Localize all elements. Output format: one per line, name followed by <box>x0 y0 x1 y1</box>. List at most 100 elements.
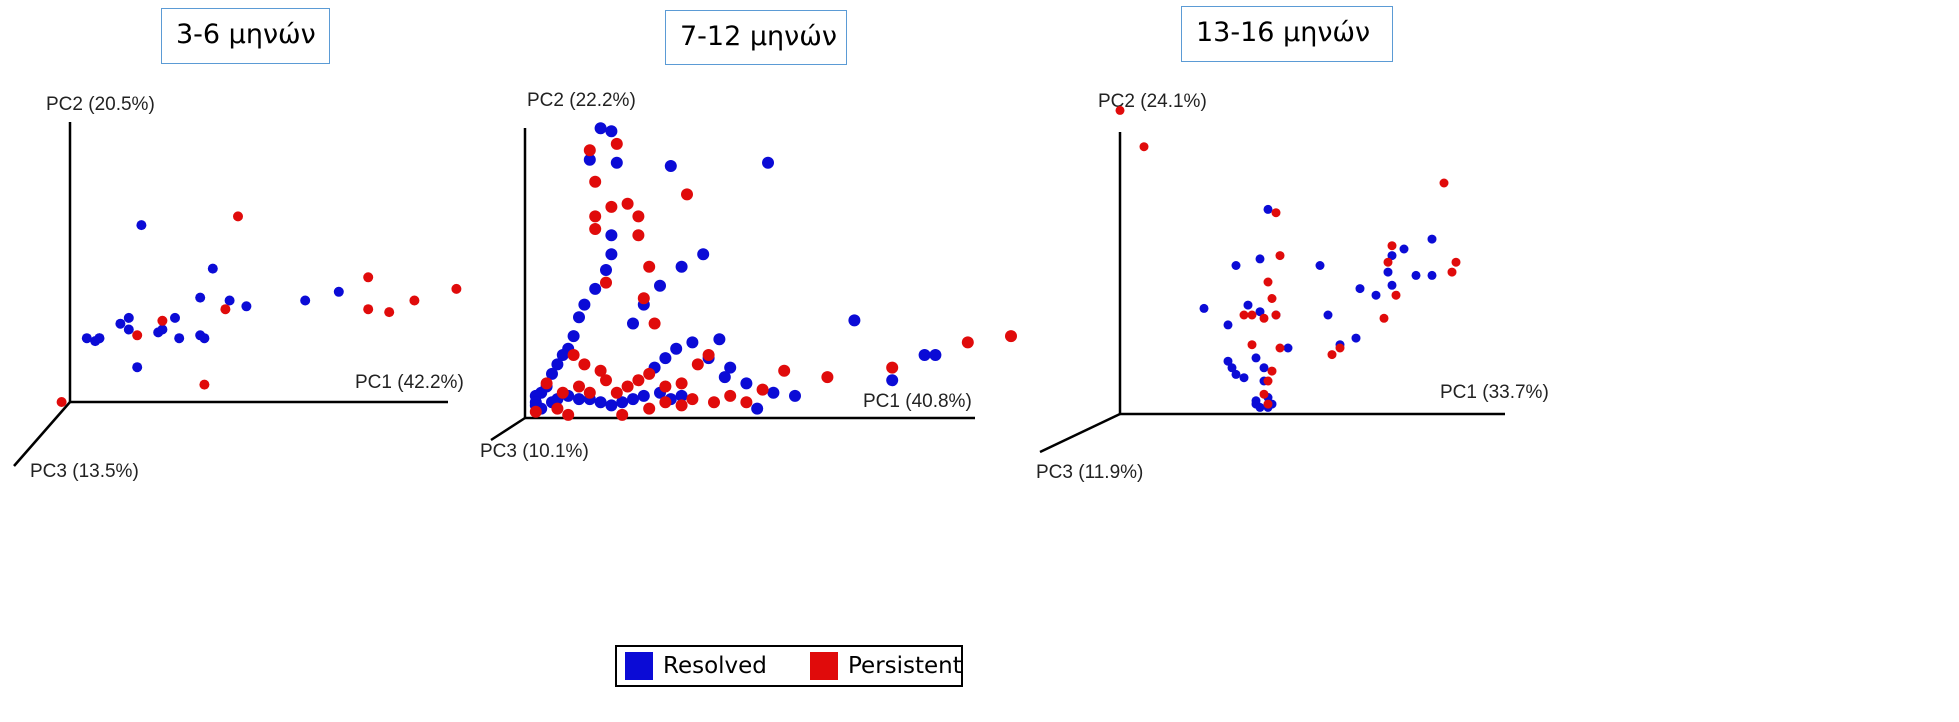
point-persistent-p2-6 <box>632 210 645 223</box>
point-resolved-p1-10 <box>170 312 180 323</box>
point-persistent-p2-10 <box>600 276 612 289</box>
point-persistent-p3-2 <box>1271 208 1281 218</box>
point-resolved-p2-15 <box>551 358 564 371</box>
point-resolved-p2-32 <box>637 389 650 402</box>
point-persistent-p2-12 <box>648 317 661 330</box>
point-resolved-p1-18 <box>241 301 252 312</box>
legend-swatch-persistent <box>810 652 838 680</box>
point-resolved-p3-26 <box>1355 284 1365 294</box>
point-persistent-p2-22 <box>621 380 634 393</box>
point-resolved-p2-6 <box>605 229 618 242</box>
point-persistent-p1-1 <box>220 304 231 315</box>
point-persistent-p2-1 <box>610 137 623 150</box>
point-persistent-p3-0 <box>1115 105 1125 115</box>
point-resolved-p2-52 <box>751 402 764 415</box>
point-persistent-p2-29 <box>724 389 737 402</box>
point-persistent-p2-27 <box>686 393 699 406</box>
point-resolved-p3-4 <box>1223 320 1233 330</box>
point-persistent-p2-14 <box>578 358 591 371</box>
panel-1-axes: PC2 (20.5%) PC1 (42.2%) PC3 (13.5%) <box>13 94 464 482</box>
point-resolved-p3-25 <box>1351 333 1361 343</box>
point-persistent-p1-2 <box>157 315 168 326</box>
point-resolved-p1-3 <box>132 362 143 373</box>
point-resolved-p2-2 <box>583 153 596 166</box>
point-resolved-p2-56 <box>929 349 942 361</box>
point-persistent-p2-28 <box>708 396 720 409</box>
point-resolved-p1-8 <box>195 292 206 303</box>
point-resolved-p2-55 <box>918 349 931 361</box>
point-resolved-p3-14 <box>1255 402 1265 412</box>
point-resolved-p2-1 <box>605 125 618 138</box>
point-resolved-p3-17 <box>1223 356 1233 366</box>
point-resolved-p2-16 <box>546 367 558 380</box>
panel-title-1: 3-6 μηνών <box>176 19 316 50</box>
point-resolved-p3-5 <box>1243 300 1253 310</box>
point-persistent-p2-32 <box>675 399 688 412</box>
pc3-axis-2 <box>490 416 526 442</box>
point-persistent-p3-3 <box>1275 251 1285 261</box>
legend-item-persistent: Persistent <box>810 652 962 680</box>
legend-label-persistent: Persistent <box>848 653 962 679</box>
legend-item-resolved: Resolved <box>625 652 767 680</box>
point-resolved-p1-2 <box>123 324 134 335</box>
point-resolved-p1-12 <box>81 333 92 344</box>
point-persistent-p2-13 <box>567 349 580 361</box>
point-resolved-p2-31 <box>627 393 639 406</box>
point-resolved-p2-53 <box>848 314 861 327</box>
pc2-label-3: PC2 (24.1%) <box>1098 91 1207 112</box>
point-resolved-p3-34 <box>1427 234 1437 244</box>
point-persistent-p2-19 <box>573 380 585 393</box>
point-resolved-p2-28 <box>594 396 607 409</box>
point-persistent-p1-8 <box>233 211 243 222</box>
point-persistent-p2-11 <box>637 292 650 305</box>
point-resolved-p2-3 <box>610 156 623 169</box>
point-persistent-p1-9 <box>199 379 210 390</box>
point-persistent-p2-42 <box>821 371 834 384</box>
point-resolved-p2-10 <box>578 298 591 311</box>
panel-title-3: 13-16 μηνών <box>1196 17 1371 48</box>
point-resolved-p1-19 <box>207 263 218 274</box>
point-resolved-p3-2 <box>1231 261 1241 270</box>
point-persistent-p1-5 <box>409 295 420 306</box>
point-persistent-p2-41 <box>778 364 791 377</box>
point-resolved-p2-41 <box>718 371 731 384</box>
point-persistent-p2-45 <box>961 336 974 349</box>
point-resolved-p1-11 <box>90 336 101 347</box>
point-persistent-p2-0 <box>583 144 596 157</box>
pc2-label-2: PC2 (22.2%) <box>527 90 636 111</box>
points-layer <box>56 105 1461 421</box>
point-persistent-p2-31 <box>659 396 672 409</box>
point-persistent-p3-5 <box>1267 294 1277 303</box>
point-persistent-p2-44 <box>886 361 899 374</box>
pc1-label-1: PC1 (42.2%) <box>355 372 464 393</box>
point-persistent-p3-20 <box>1383 257 1393 267</box>
point-persistent-p3-21 <box>1387 241 1397 251</box>
point-persistent-p2-20 <box>583 386 596 399</box>
point-persistent-p3-17 <box>1335 343 1345 353</box>
point-resolved-p2-8 <box>600 264 612 276</box>
point-persistent-p3-14 <box>1259 389 1269 399</box>
point-resolved-p2-11 <box>573 311 585 324</box>
pc1-label-3: PC1 (33.7%) <box>1440 382 1549 403</box>
point-persistent-p3-16 <box>1327 350 1337 360</box>
point-persistent-p2-15 <box>594 364 607 377</box>
point-persistent-p2-34 <box>551 402 564 415</box>
point-persistent-p2-38 <box>691 358 704 371</box>
point-resolved-p2-12 <box>567 330 580 343</box>
point-resolved-p2-49 <box>697 248 710 261</box>
point-resolved-p2-26 <box>573 393 585 406</box>
point-persistent-p3-15 <box>1263 399 1273 409</box>
point-resolved-p3-6 <box>1255 307 1265 317</box>
point-resolved-p3-33 <box>1427 270 1437 280</box>
point-resolved-p3-18 <box>1227 363 1237 373</box>
point-resolved-p3-30 <box>1387 251 1397 261</box>
panel-title-box-2: 7-12 μηνών <box>665 10 847 65</box>
point-resolved-p2-45 <box>627 317 639 330</box>
point-persistent-p2-37 <box>529 405 542 418</box>
point-persistent-p3-7 <box>1247 310 1257 320</box>
point-resolved-p2-9 <box>589 282 602 295</box>
point-persistent-p3-13 <box>1263 376 1273 386</box>
legend-label-resolved: Resolved <box>663 653 767 679</box>
point-persistent-p3-19 <box>1391 290 1401 300</box>
